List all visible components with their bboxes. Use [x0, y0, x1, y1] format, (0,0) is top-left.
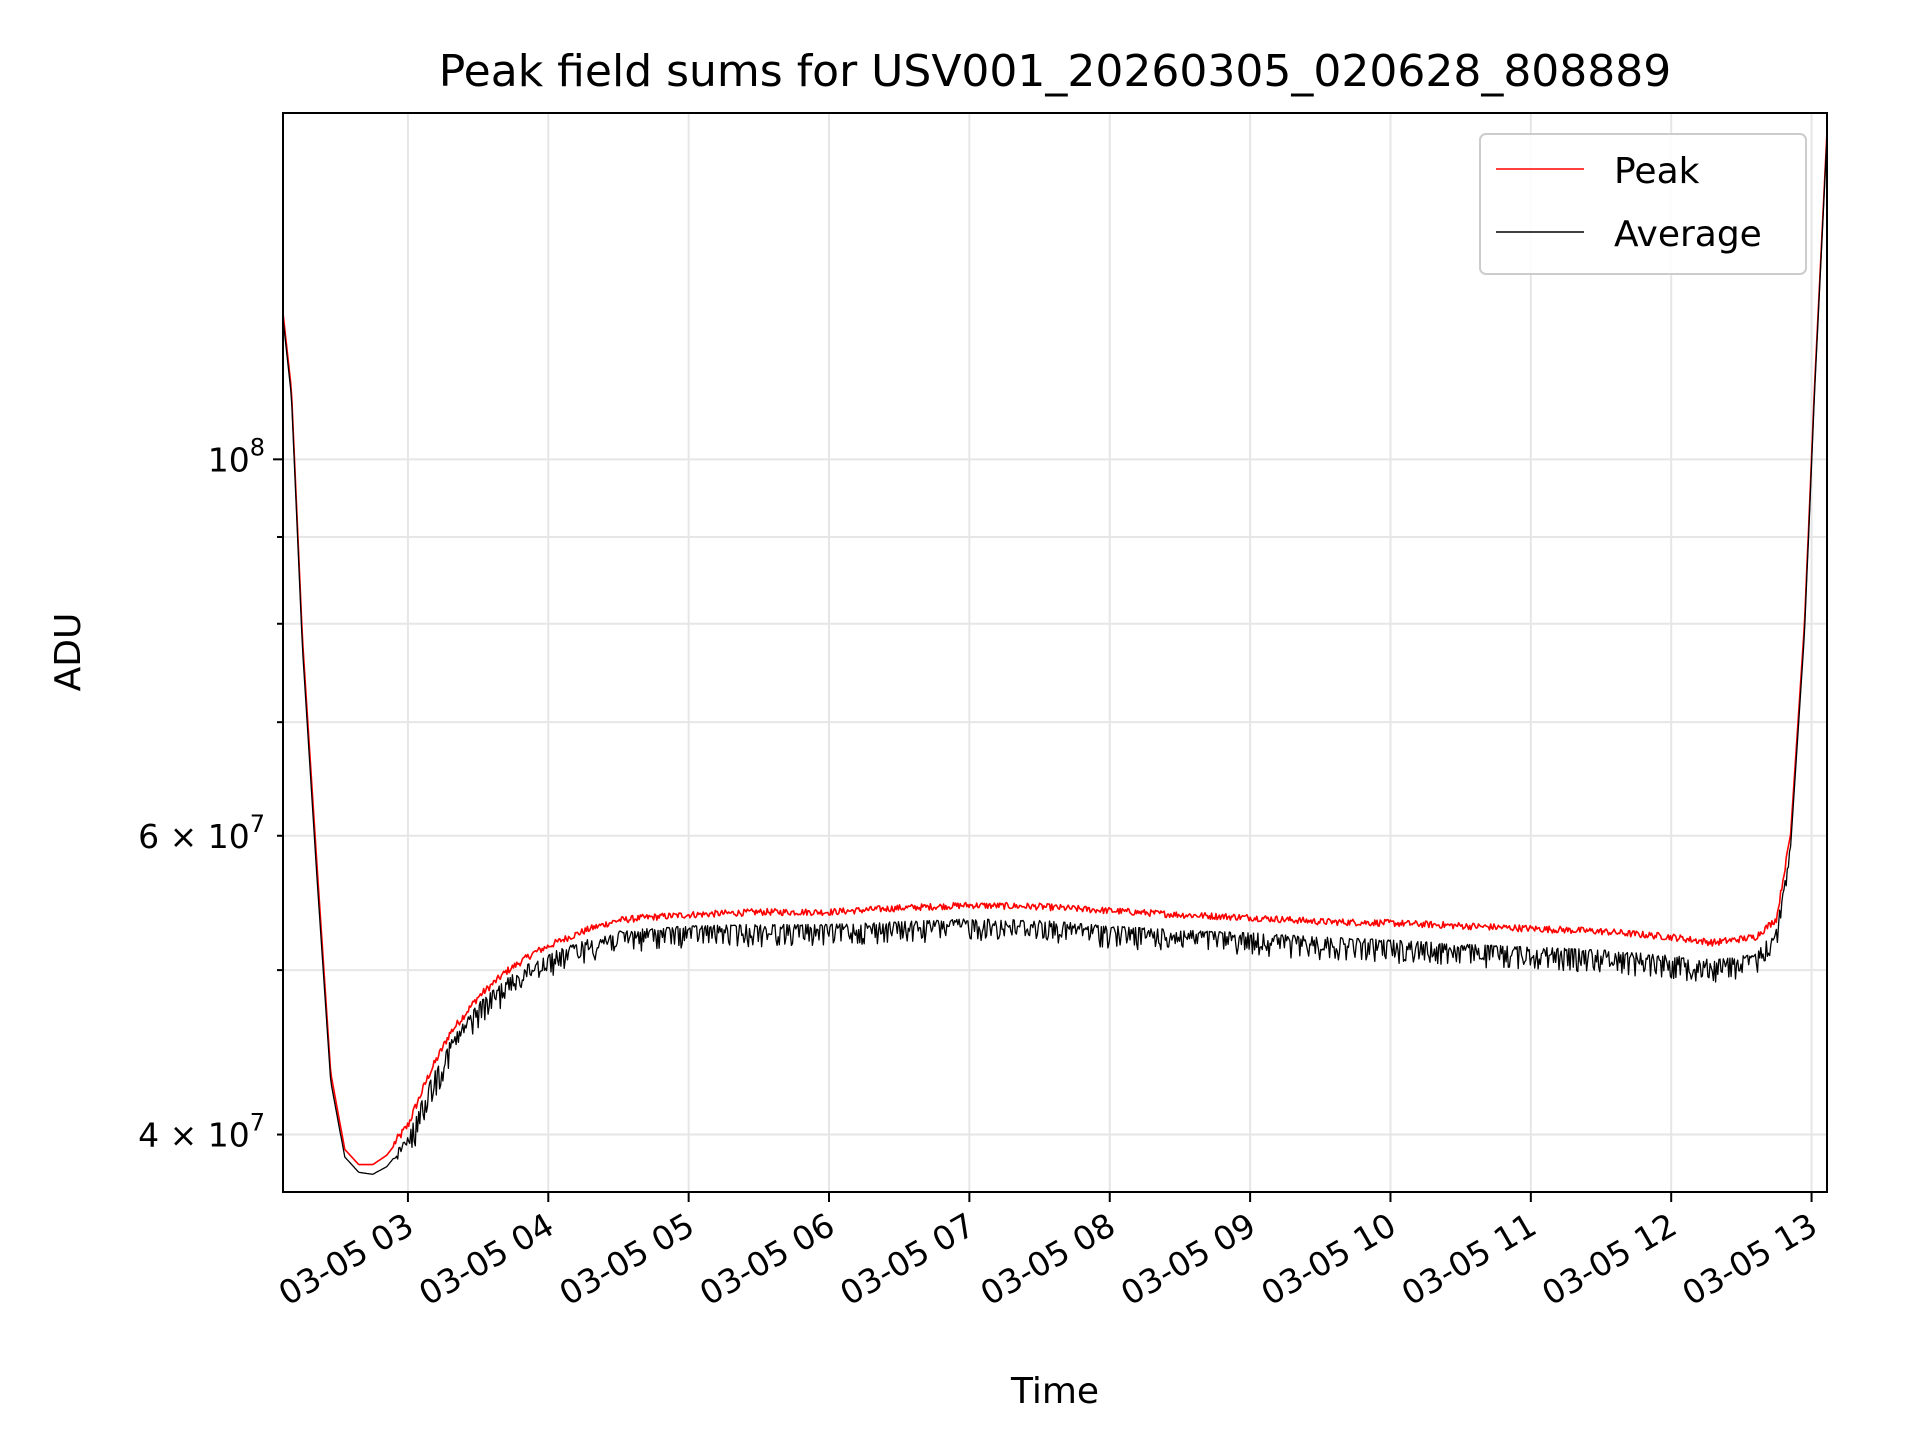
chart-title: Peak field sums for USV001_20260305_0206… [439, 46, 1672, 97]
y-minor-tick-label: 4 × 107 [138, 1109, 265, 1155]
series-layer [282, 131, 1828, 1175]
legend-label-average: Average [1614, 214, 1762, 255]
legend: Peak Average [1479, 133, 1807, 275]
plot-area [283, 113, 1827, 1192]
legend-label-peak: Peak [1614, 151, 1700, 192]
series-line-peak [282, 131, 1828, 1166]
plot-frame [282, 112, 1828, 1193]
grid-layer [283, 113, 1827, 1192]
y-minor-tick-label: 6 × 107 [138, 810, 265, 856]
x-axis-label: Time [1010, 1371, 1099, 1412]
series-line-average [282, 136, 1828, 1175]
y-axis-label: ADU [48, 613, 89, 692]
